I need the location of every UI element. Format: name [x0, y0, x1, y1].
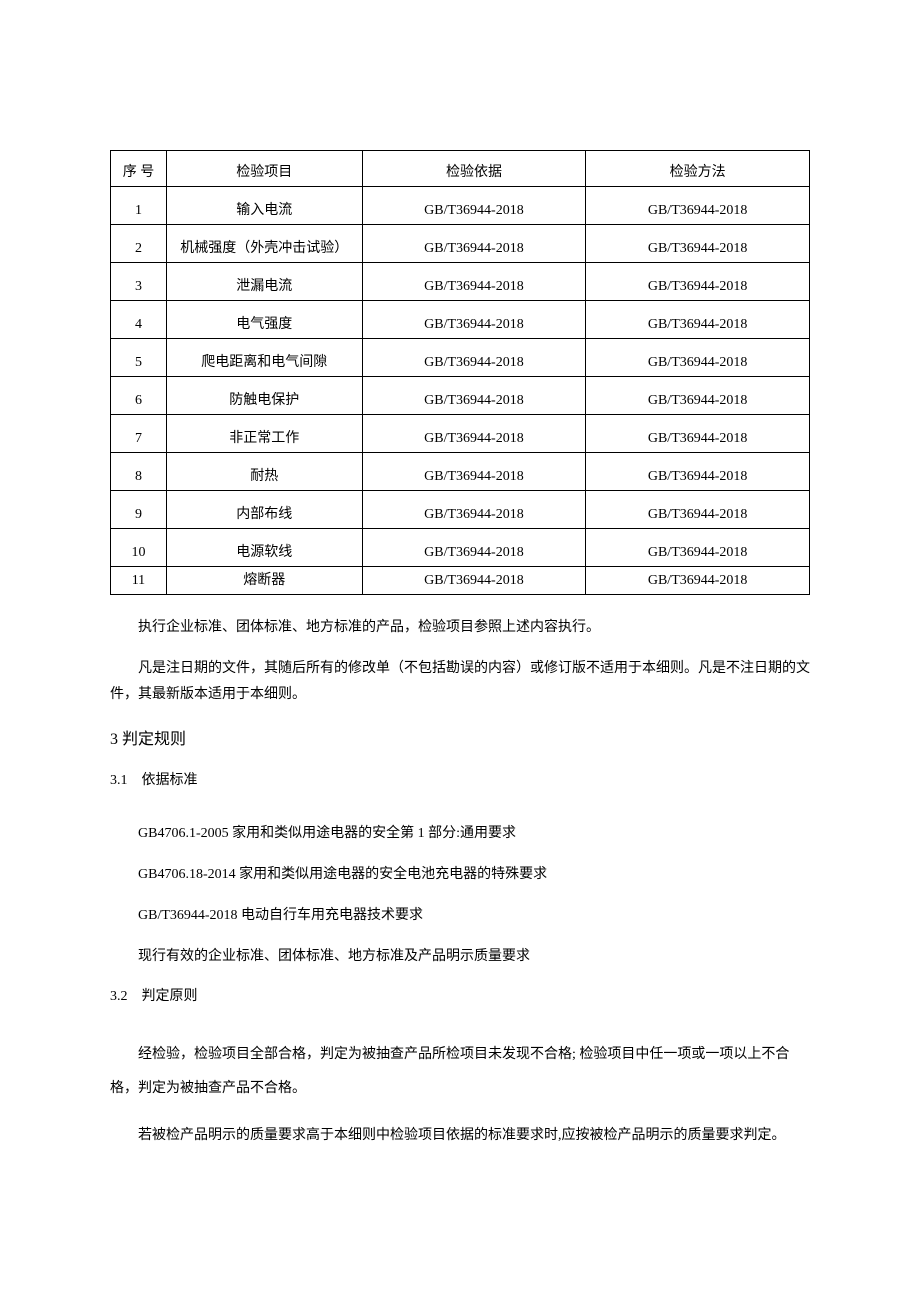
cell-method: GB/T36944-2018: [586, 301, 810, 339]
section-3-1-heading: 3.1 依据标准: [110, 770, 810, 792]
cell-method: GB/T36944-2018: [586, 491, 810, 529]
table-row: 7非正常工作GB/T36944-2018GB/T36944-2018: [111, 415, 810, 453]
cell-basis: GB/T36944-2018: [362, 225, 586, 263]
table-row: 10电源软线GB/T36944-2018GB/T36944-2018: [111, 529, 810, 567]
cell-seq: 2: [111, 225, 167, 263]
cell-method: GB/T36944-2018: [586, 187, 810, 225]
cell-seq: 1: [111, 187, 167, 225]
cell-seq: 3: [111, 263, 167, 301]
cell-item: 非正常工作: [166, 415, 362, 453]
standards-list: GB4706.1-2005 家用和类似用途电器的安全第 1 部分:通用要求 GB…: [110, 821, 810, 970]
cell-basis: GB/T36944-2018: [362, 377, 586, 415]
header-method: 检验方法: [586, 151, 810, 187]
cell-method: GB/T36944-2018: [586, 377, 810, 415]
cell-basis: GB/T36944-2018: [362, 263, 586, 301]
table-row: 5爬电距离和电气间隙GB/T36944-2018GB/T36944-2018: [111, 339, 810, 377]
cell-item: 电源软线: [166, 529, 362, 567]
cell-method: GB/T36944-2018: [586, 225, 810, 263]
table-body: 1输入电流GB/T36944-2018GB/T36944-20182机械强度（外…: [111, 187, 810, 595]
cell-item: 泄漏电流: [166, 263, 362, 301]
cell-item: 电气强度: [166, 301, 362, 339]
cell-method: GB/T36944-2018: [586, 453, 810, 491]
cell-basis: GB/T36944-2018: [362, 529, 586, 567]
header-basis: 检验依据: [362, 151, 586, 187]
standard-item: GB4706.18-2014 家用和类似用途电器的安全电池充电器的特殊要求: [110, 862, 810, 887]
cell-seq: 9: [111, 491, 167, 529]
header-item: 检验项目: [166, 151, 362, 187]
cell-item: 输入电流: [166, 187, 362, 225]
table-row: 9内部布线GB/T36944-2018GB/T36944-2018: [111, 491, 810, 529]
note-paragraph-1: 执行企业标准、团体标准、地方标准的产品，检验项目参照上述内容执行。: [110, 615, 810, 642]
standard-item: 现行有效的企业标准、团体标准、地方标准及产品明示质量要求: [110, 944, 810, 969]
cell-method: GB/T36944-2018: [586, 415, 810, 453]
cell-basis: GB/T36944-2018: [362, 339, 586, 377]
cell-method: GB/T36944-2018: [586, 529, 810, 567]
cell-method: GB/T36944-2018: [586, 339, 810, 377]
cell-seq: 6: [111, 377, 167, 415]
table-row: 6防触电保护GB/T36944-2018GB/T36944-2018: [111, 377, 810, 415]
cell-item: 耐热: [166, 453, 362, 491]
cell-seq: 8: [111, 453, 167, 491]
table-row: 8耐热GB/T36944-2018GB/T36944-2018: [111, 453, 810, 491]
cell-seq: 10: [111, 529, 167, 567]
section-3-heading: 3 判定规则: [110, 727, 810, 753]
table-header-row: 序 号 检验项目 检验依据 检验方法: [111, 151, 810, 187]
cell-basis: GB/T36944-2018: [362, 415, 586, 453]
cell-seq: 11: [111, 567, 167, 595]
table-row: 11熔断器GB/T36944-2018GB/T36944-2018: [111, 567, 810, 595]
section-3-2-heading: 3.2 判定原则: [110, 986, 810, 1008]
table-row: 4电气强度GB/T36944-2018GB/T36944-2018: [111, 301, 810, 339]
cell-basis: GB/T36944-2018: [362, 567, 586, 595]
cell-basis: GB/T36944-2018: [362, 301, 586, 339]
inspection-table: 序 号 检验项目 检验依据 检验方法 1输入电流GB/T36944-2018GB…: [110, 150, 810, 595]
standard-item: GB4706.1-2005 家用和类似用途电器的安全第 1 部分:通用要求: [110, 821, 810, 846]
cell-basis: GB/T36944-2018: [362, 453, 586, 491]
table-row: 1输入电流GB/T36944-2018GB/T36944-2018: [111, 187, 810, 225]
cell-basis: GB/T36944-2018: [362, 187, 586, 225]
table-row: 2机械强度（外壳冲击试验）GB/T36944-2018GB/T36944-201…: [111, 225, 810, 263]
cell-method: GB/T36944-2018: [586, 567, 810, 595]
cell-seq: 5: [111, 339, 167, 377]
cell-item: 爬电距离和电气间隙: [166, 339, 362, 377]
standard-item: GB/T36944-2018 电动自行车用充电器技术要求: [110, 903, 810, 928]
cell-method: GB/T36944-2018: [586, 263, 810, 301]
note-paragraph-2: 凡是注日期的文件，其随后所有的修改单（不包括勘误的内容）或修订版不适用于本细则。…: [110, 656, 810, 709]
cell-item: 熔断器: [166, 567, 362, 595]
cell-basis: GB/T36944-2018: [362, 491, 586, 529]
principle-paragraph-1: 经检验，检验项目全部合格，判定为被抽查产品所检项目未发现不合格; 检验项目中任一…: [110, 1038, 810, 1105]
cell-item: 内部布线: [166, 491, 362, 529]
header-seq: 序 号: [111, 151, 167, 187]
cell-seq: 4: [111, 301, 167, 339]
cell-item: 机械强度（外壳冲击试验）: [166, 225, 362, 263]
principle-paragraph-2: 若被检产品明示的质量要求高于本细则中检验项目依据的标准要求时,应按被检产品明示的…: [110, 1119, 810, 1153]
table-row: 3泄漏电流GB/T36944-2018GB/T36944-2018: [111, 263, 810, 301]
cell-item: 防触电保护: [166, 377, 362, 415]
cell-seq: 7: [111, 415, 167, 453]
